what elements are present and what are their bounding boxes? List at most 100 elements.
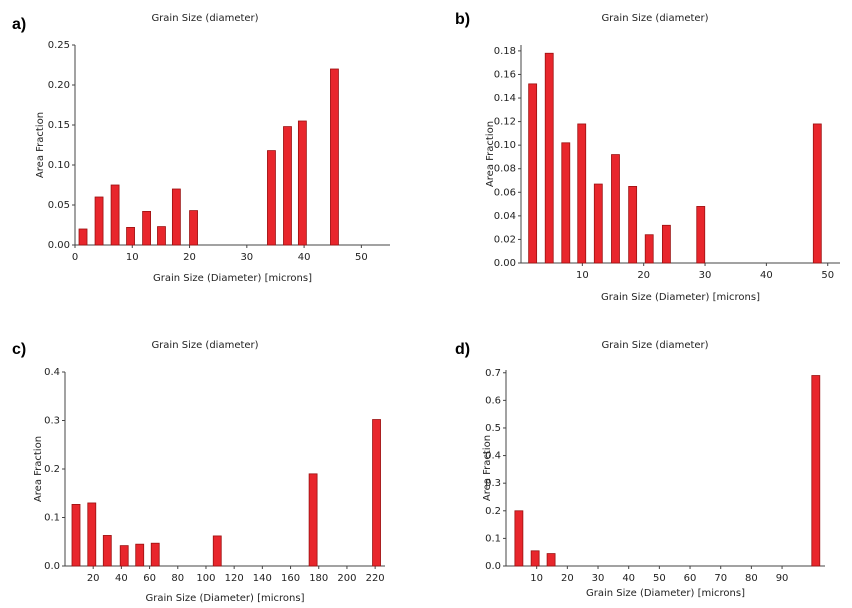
bar bbox=[593, 183, 603, 264]
x-tick-label: 40 bbox=[760, 270, 773, 281]
bar bbox=[372, 419, 381, 567]
bar bbox=[530, 550, 540, 567]
bar bbox=[135, 543, 145, 567]
bar bbox=[87, 502, 97, 567]
y-tick-label: 0.2 bbox=[485, 506, 501, 517]
y-tick-label: 0.12 bbox=[494, 117, 516, 128]
x-tick-label: 80 bbox=[171, 573, 184, 584]
y-tick-label: 0.6 bbox=[485, 395, 501, 406]
x-tick-label: 40 bbox=[622, 573, 635, 584]
y-axis-label: Area Fraction bbox=[35, 112, 46, 178]
bar bbox=[283, 126, 292, 246]
y-tick-label: 0.05 bbox=[48, 200, 70, 211]
panel-label: d) bbox=[455, 341, 470, 358]
y-tick-label: 0.0 bbox=[485, 561, 501, 572]
y-tick-label: 0.0 bbox=[44, 561, 60, 572]
y-tick-label: 0.04 bbox=[494, 211, 516, 222]
bar bbox=[150, 542, 160, 567]
bar bbox=[628, 186, 638, 264]
x-tick-label: 70 bbox=[714, 573, 727, 584]
bar bbox=[696, 206, 706, 264]
bar bbox=[528, 83, 538, 264]
x-tick-label: 0 bbox=[72, 252, 78, 263]
panel-label: a) bbox=[12, 16, 26, 33]
bar bbox=[561, 142, 571, 264]
bar bbox=[110, 184, 120, 246]
x-tick-label: 100 bbox=[196, 573, 215, 584]
bar bbox=[171, 188, 181, 246]
x-tick-label: 30 bbox=[592, 573, 605, 584]
y-tick-label: 0.1 bbox=[44, 513, 60, 524]
x-tick-label: 120 bbox=[225, 573, 244, 584]
y-tick-label: 0.5 bbox=[485, 423, 501, 434]
y-tick-label: 0.10 bbox=[48, 160, 70, 171]
x-axis-label: Grain Size (Diameter) [microns] bbox=[601, 292, 760, 303]
bar bbox=[297, 120, 307, 246]
bar bbox=[71, 504, 81, 567]
bar bbox=[577, 123, 587, 264]
y-tick-label: 0.00 bbox=[48, 240, 70, 251]
bar bbox=[212, 535, 222, 567]
bar bbox=[644, 234, 654, 264]
x-tick-label: 50 bbox=[355, 252, 368, 263]
chart-title: Grain Size (diameter) bbox=[151, 340, 258, 351]
x-tick-label: 50 bbox=[821, 270, 834, 281]
bar bbox=[812, 123, 822, 264]
y-tick-label: 0.7 bbox=[485, 368, 501, 379]
bar bbox=[157, 226, 166, 246]
x-tick-label: 30 bbox=[240, 252, 253, 263]
x-tick-label: 160 bbox=[281, 573, 300, 584]
chart-title: Grain Size (diameter) bbox=[601, 340, 708, 351]
chart-title: Grain Size (diameter) bbox=[151, 13, 258, 24]
x-axis-label: Grain Size (Diameter) [microns] bbox=[586, 588, 745, 599]
x-tick-label: 30 bbox=[699, 270, 712, 281]
bar bbox=[94, 196, 104, 246]
x-tick-label: 20 bbox=[561, 573, 574, 584]
y-tick-label: 0.10 bbox=[494, 140, 516, 151]
x-tick-label: 40 bbox=[115, 573, 128, 584]
bar bbox=[661, 224, 671, 264]
y-tick-label: 0.3 bbox=[485, 478, 501, 489]
x-tick-label: 200 bbox=[337, 573, 356, 584]
bar bbox=[546, 553, 556, 567]
y-tick-label: 0.2 bbox=[44, 464, 60, 475]
bar bbox=[119, 545, 129, 567]
y-tick-label: 0.4 bbox=[44, 367, 60, 378]
y-tick-label: 0.02 bbox=[494, 234, 516, 245]
x-tick-label: 10 bbox=[126, 252, 139, 263]
y-axis-label: Area Fraction bbox=[33, 436, 44, 502]
x-tick-label: 50 bbox=[653, 573, 666, 584]
x-tick-label: 140 bbox=[253, 573, 272, 584]
x-tick-label: 180 bbox=[309, 573, 328, 584]
x-axis-label: Grain Size (Diameter) [microns] bbox=[145, 593, 304, 604]
y-tick-label: 0.25 bbox=[48, 40, 70, 51]
y-tick-label: 0.3 bbox=[44, 416, 60, 427]
bar bbox=[514, 510, 524, 567]
x-tick-label: 220 bbox=[366, 573, 385, 584]
y-tick-label: 0.1 bbox=[485, 533, 501, 544]
bar bbox=[78, 228, 88, 246]
y-tick-label: 0.16 bbox=[494, 69, 516, 80]
chart-title: Grain Size (diameter) bbox=[601, 13, 708, 24]
y-tick-label: 0.15 bbox=[48, 120, 70, 131]
y-tick-label: 0.4 bbox=[485, 451, 501, 462]
bar bbox=[102, 535, 112, 567]
y-tick-label: 0.18 bbox=[494, 46, 516, 57]
bar bbox=[544, 52, 554, 264]
x-tick-label: 10 bbox=[530, 573, 543, 584]
bar bbox=[189, 210, 198, 246]
x-tick-label: 40 bbox=[298, 252, 311, 263]
x-tick-label: 20 bbox=[183, 252, 196, 263]
bar bbox=[611, 154, 620, 264]
y-axis-label: Area Fraction bbox=[482, 435, 493, 501]
bar bbox=[330, 68, 339, 246]
x-tick-label: 60 bbox=[684, 573, 697, 584]
x-tick-label: 10 bbox=[576, 270, 589, 281]
y-axis-label: Area Fraction bbox=[485, 121, 496, 187]
x-tick-label: 90 bbox=[776, 573, 789, 584]
y-tick-label: 0.20 bbox=[48, 80, 70, 91]
bar bbox=[308, 473, 318, 567]
y-tick-label: 0.14 bbox=[494, 93, 516, 104]
bar bbox=[267, 150, 276, 246]
